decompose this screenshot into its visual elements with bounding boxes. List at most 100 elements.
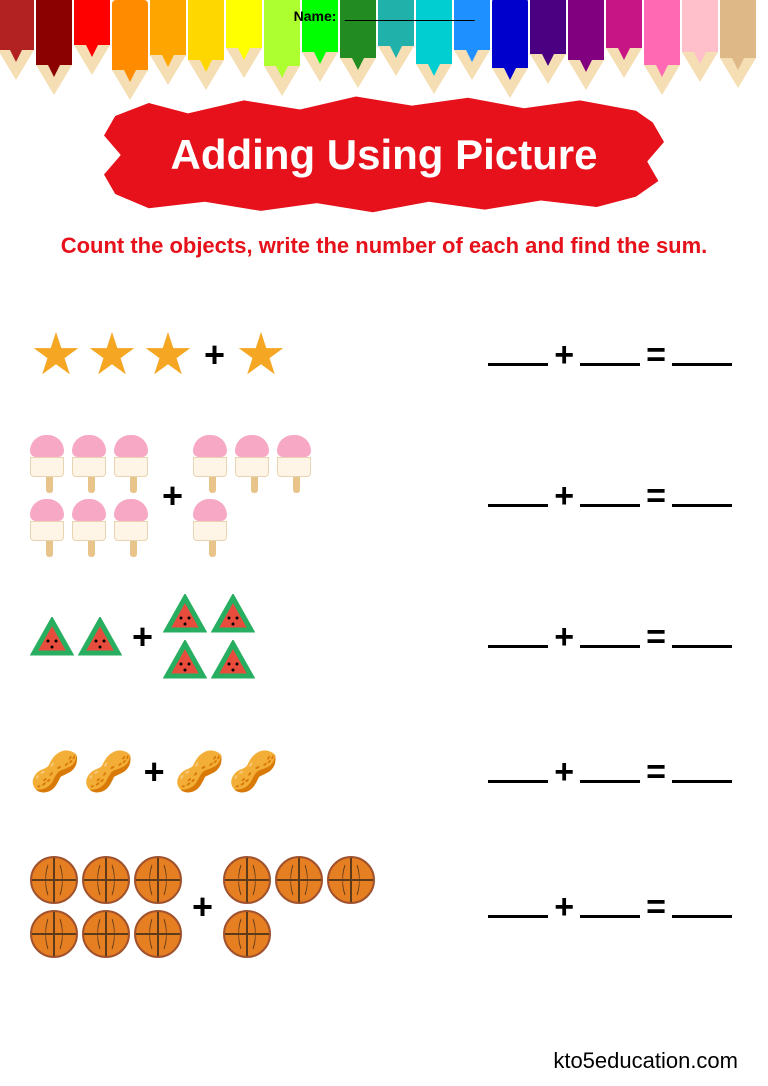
basketball-icon xyxy=(82,856,130,904)
answer-blank[interactable] xyxy=(672,363,732,366)
object-group: 🥜🥜 xyxy=(30,752,134,792)
watermelon-icon xyxy=(163,640,207,680)
plus-symbol: + xyxy=(554,336,574,375)
basketball-icon xyxy=(134,910,182,958)
watermelon-icon xyxy=(211,640,255,680)
watermelon-icon xyxy=(30,617,74,657)
popsicle-icon xyxy=(114,499,152,557)
popsicle-icon xyxy=(277,435,315,493)
peanut-icon: 🥜 xyxy=(30,752,80,792)
object-group: ★ xyxy=(235,326,287,384)
objects-side: ★★★+★ xyxy=(30,326,440,384)
equals-symbol: = xyxy=(646,753,666,792)
plus-symbol: + xyxy=(144,751,165,793)
plus-symbol: + xyxy=(554,477,574,516)
name-input-line[interactable] xyxy=(344,20,474,21)
object-group xyxy=(30,435,152,557)
object-group xyxy=(193,435,315,557)
answer-blank[interactable] xyxy=(488,363,548,366)
equation-blanks: += xyxy=(440,888,738,927)
basketball-icon xyxy=(82,910,130,958)
watermelon-icon xyxy=(78,617,122,657)
answer-blank[interactable] xyxy=(580,915,640,918)
object-group: 🥜🥜 xyxy=(175,752,279,792)
problem-row: ++= xyxy=(30,435,738,557)
peanut-icon: 🥜 xyxy=(84,752,134,792)
basketball-icon xyxy=(275,856,323,904)
problem-row: ★★★+★+= xyxy=(30,300,738,410)
answer-blank[interactable] xyxy=(580,363,640,366)
popsicle-icon xyxy=(72,499,110,557)
plus-symbol: + xyxy=(554,618,574,657)
plus-symbol: + xyxy=(554,753,574,792)
title-banner: Adding Using Picture xyxy=(104,90,664,220)
worksheet-title: Adding Using Picture xyxy=(170,131,597,179)
problem-row: ++= xyxy=(30,582,738,692)
answer-blank[interactable] xyxy=(580,780,640,783)
popsicle-icon xyxy=(30,499,68,557)
equation-blanks: += xyxy=(440,753,738,792)
answer-blank[interactable] xyxy=(672,915,732,918)
name-text: Name: xyxy=(294,8,337,24)
star-icon: ★ xyxy=(30,326,82,384)
watermelon-icon xyxy=(163,594,207,634)
popsicle-icon xyxy=(72,435,110,493)
basketball-icon xyxy=(134,856,182,904)
answer-blank[interactable] xyxy=(488,645,548,648)
object-group xyxy=(223,856,375,958)
basketball-icon xyxy=(223,910,271,958)
star-icon: ★ xyxy=(86,326,138,384)
objects-side: + xyxy=(30,856,440,958)
plus-symbol: + xyxy=(554,888,574,927)
problems-container: ★★★+★+=++=++=🥜🥜+🥜🥜+=++= xyxy=(0,300,768,987)
popsicle-icon xyxy=(235,435,273,493)
plus-symbol: + xyxy=(162,475,183,517)
star-icon: ★ xyxy=(142,326,194,384)
pencil-icon xyxy=(720,0,756,118)
objects-side: + xyxy=(30,435,440,557)
star-icon: ★ xyxy=(235,326,287,384)
pencil-icon xyxy=(36,0,72,125)
pencil-icon xyxy=(0,0,34,110)
equals-symbol: = xyxy=(646,618,666,657)
basketball-icon xyxy=(30,856,78,904)
plus-symbol: + xyxy=(204,334,225,376)
answer-blank[interactable] xyxy=(672,645,732,648)
instruction-text: Count the objects, write the number of e… xyxy=(0,232,768,261)
plus-symbol: + xyxy=(132,616,153,658)
answer-blank[interactable] xyxy=(488,780,548,783)
plus-symbol: + xyxy=(192,886,213,928)
object-group xyxy=(30,856,182,958)
equals-symbol: = xyxy=(646,477,666,516)
equation-blanks: += xyxy=(440,336,738,375)
object-group: ★★★ xyxy=(30,326,194,384)
watermelon-icon xyxy=(211,594,255,634)
answer-blank[interactable] xyxy=(488,504,548,507)
basketball-icon xyxy=(30,910,78,958)
popsicle-icon xyxy=(114,435,152,493)
footer-credit: kto5education.com xyxy=(553,1048,738,1074)
answer-blank[interactable] xyxy=(672,780,732,783)
object-group xyxy=(163,594,255,680)
basketball-icon xyxy=(327,856,375,904)
problem-row: 🥜🥜+🥜🥜+= xyxy=(30,717,738,827)
objects-side: 🥜🥜+🥜🥜 xyxy=(30,751,440,793)
popsicle-icon xyxy=(193,435,231,493)
object-group xyxy=(30,617,122,657)
pencil-icon xyxy=(682,0,718,112)
equation-blanks: += xyxy=(440,477,738,516)
answer-blank[interactable] xyxy=(580,504,640,507)
answer-blank[interactable] xyxy=(488,915,548,918)
peanut-icon: 🥜 xyxy=(228,752,278,792)
answer-blank[interactable] xyxy=(580,645,640,648)
answer-blank[interactable] xyxy=(672,504,732,507)
basketball-icon xyxy=(223,856,271,904)
equals-symbol: = xyxy=(646,336,666,375)
popsicle-icon xyxy=(30,435,68,493)
peanut-icon: 🥜 xyxy=(175,752,225,792)
popsicle-icon xyxy=(193,499,231,557)
equation-blanks: += xyxy=(440,618,738,657)
equals-symbol: = xyxy=(646,888,666,927)
problem-row: ++= xyxy=(30,852,738,962)
objects-side: + xyxy=(30,594,440,680)
